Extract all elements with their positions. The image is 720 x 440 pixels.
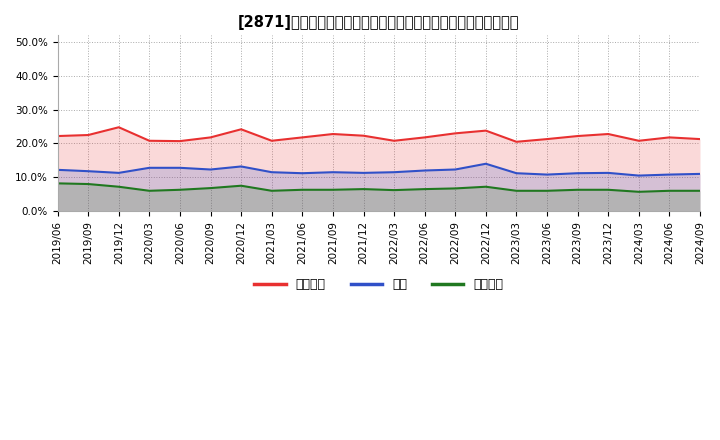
Title: [2871]　売上債権、在庫、買入債務の総資産に対する比率の推移: [2871] 売上債権、在庫、買入債務の総資産に対する比率の推移 xyxy=(238,15,520,30)
Legend: 売上債権, 在庫, 買入債務: 売上債権, 在庫, 買入債務 xyxy=(249,273,508,296)
